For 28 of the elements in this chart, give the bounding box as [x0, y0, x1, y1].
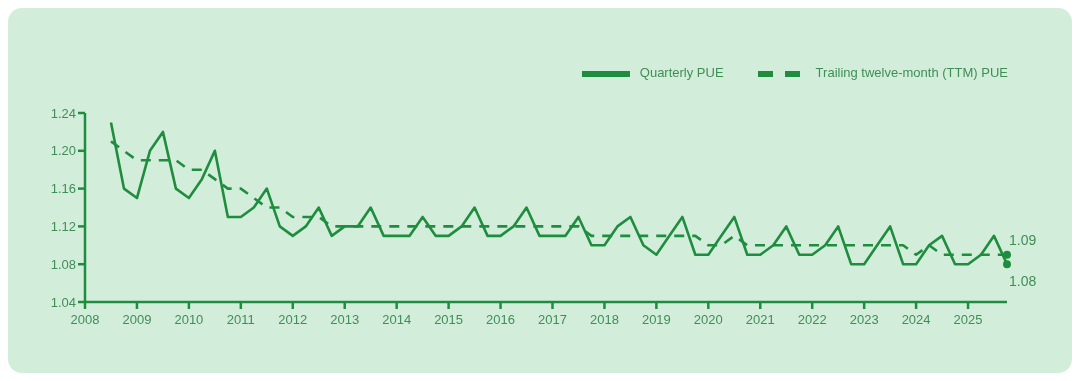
x-tick-label: 2010: [174, 312, 204, 328]
y-tick-label: 1.16: [50, 181, 76, 197]
y-tick-label: 1.04: [50, 294, 76, 310]
y-tick-label: 1.24: [50, 105, 76, 121]
x-tick-label: 2020: [693, 312, 723, 328]
legend-label: Quarterly PUE: [639, 65, 724, 81]
x-tick-label: 2022: [797, 312, 827, 328]
x-tick-label: 2015: [434, 312, 464, 328]
x-tick-label: 2011: [226, 312, 255, 328]
x-tick-label: 2008: [70, 312, 100, 328]
x-tick-label: 2016: [486, 312, 516, 328]
x-tick-label: 2013: [330, 312, 360, 328]
y-tick-label: 1.12: [50, 219, 76, 235]
x-tick-label: 2012: [278, 312, 308, 328]
annotation: 1.09: [1009, 231, 1037, 248]
x-tick-label: 2017: [538, 312, 567, 328]
x-tick-label: 2024: [901, 312, 931, 328]
x-tick-label: 2023: [849, 312, 879, 328]
x-tick-label: 2009: [122, 312, 152, 328]
x-tick-label: 2018: [589, 312, 619, 328]
annotation: 1.08: [1009, 273, 1037, 290]
x-tick-label: 2019: [641, 312, 671, 328]
y-tick-label: 1.08: [50, 256, 76, 272]
x-tick-label: 2025: [953, 312, 983, 328]
x-tick-label: 2021: [745, 312, 775, 328]
x-tick-label: 2014: [382, 312, 412, 328]
y-tick-label: 1.20: [50, 143, 76, 159]
legend-label: Trailing twelve-month (TTM) PUE: [815, 65, 1008, 81]
